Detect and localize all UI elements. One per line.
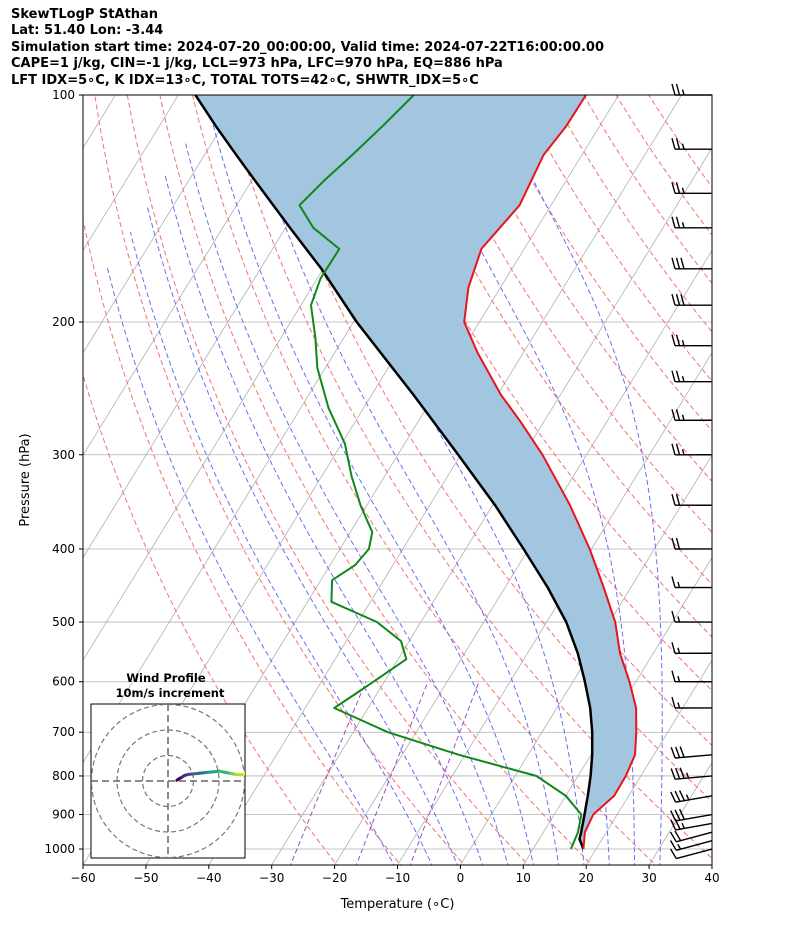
y-tick-label: 400 bbox=[52, 542, 75, 556]
x-tick-label: 30 bbox=[641, 871, 656, 885]
time-line: Simulation start time: 2024-07-20_00:00:… bbox=[11, 39, 604, 55]
wind-barb bbox=[670, 790, 713, 803]
dry-adiabat bbox=[126, 95, 529, 865]
y-tick-label: 1000 bbox=[44, 842, 75, 856]
cape-shading bbox=[195, 95, 637, 849]
isotherm bbox=[711, 864, 712, 865]
wind-barb bbox=[671, 409, 713, 421]
x-tick-label: −40 bbox=[196, 871, 221, 885]
y-tick-label: 300 bbox=[52, 448, 75, 462]
moist-adiabat bbox=[208, 107, 534, 865]
wind-barb bbox=[671, 642, 713, 654]
inset-subtitle: 10m/s increment bbox=[116, 686, 225, 700]
wind-barb bbox=[671, 696, 713, 709]
x-tick-label: −50 bbox=[133, 871, 158, 885]
dry-adiabat bbox=[387, 95, 712, 585]
dry-adiabat bbox=[289, 95, 712, 747]
x-tick-label: 0 bbox=[457, 871, 465, 885]
y-tick-label: 100 bbox=[52, 88, 75, 102]
indices-line-2: LFT IDX=5∘C, K IDX=13∘C, TOTAL TOTS=42∘C… bbox=[11, 72, 479, 88]
hodograph-ring bbox=[91, 704, 245, 858]
x-axis-label: Temperature (∘C) bbox=[340, 897, 455, 912]
hodograph-segment bbox=[243, 772, 245, 776]
x-tick-label: −10 bbox=[385, 871, 410, 885]
dry-adiabat bbox=[485, 95, 712, 432]
dewpoint-line bbox=[298, 95, 583, 850]
wind-barb bbox=[670, 746, 713, 759]
dry-adiabat bbox=[94, 95, 466, 865]
chart-title: SkewTLogP StAthan bbox=[11, 7, 159, 22]
wind-barb bbox=[671, 537, 713, 550]
dry-adiabat bbox=[192, 95, 657, 865]
y-tick-label: 700 bbox=[52, 725, 75, 739]
dry-adiabat bbox=[83, 217, 402, 865]
y-tick-label: 500 bbox=[52, 615, 75, 629]
location-line: Lat: 51.40 Lon: -3.44 bbox=[11, 23, 164, 39]
x-tick-label: −30 bbox=[259, 871, 284, 885]
wind-barb bbox=[670, 818, 713, 831]
mixing-ratio-line bbox=[290, 681, 367, 865]
wind-barb bbox=[671, 257, 713, 270]
dry-adiabat bbox=[420, 95, 712, 534]
inset-title: Wind Profile bbox=[126, 671, 206, 685]
isotherm bbox=[208, 95, 683, 865]
wind-barb bbox=[671, 138, 713, 150]
mixing-ratio-line bbox=[409, 681, 480, 865]
moist-adiabat bbox=[164, 175, 484, 865]
moist-adiabat bbox=[146, 205, 458, 865]
wind-barb bbox=[669, 840, 713, 851]
wind-barb bbox=[671, 443, 713, 456]
y-tick-label: 600 bbox=[52, 675, 75, 689]
chart-header: SkewTLogP StAthan Lat: 51.40 Lon: -3.44 … bbox=[11, 7, 604, 89]
moist-adiabat bbox=[106, 264, 395, 865]
wind-barb bbox=[671, 83, 712, 96]
wind-barb bbox=[671, 610, 713, 623]
temperature-line bbox=[463, 95, 638, 850]
dry-adiabat bbox=[354, 95, 712, 638]
indices-line-1: CAPE=1 j/kg, CIN=-1 j/kg, LCL=973 hPa, L… bbox=[11, 56, 503, 72]
y-tick-label: 200 bbox=[52, 315, 75, 329]
wind-barb bbox=[671, 182, 713, 195]
y-tick-label: 900 bbox=[52, 808, 75, 822]
x-tick-label: 10 bbox=[516, 871, 531, 885]
isotherm bbox=[83, 95, 179, 252]
wind-barb bbox=[670, 767, 713, 780]
y-tick-label: 800 bbox=[52, 769, 75, 783]
wind-barb bbox=[671, 670, 713, 683]
x-tick-label: −60 bbox=[70, 871, 95, 885]
isotherm bbox=[83, 95, 305, 457]
dry-adiabat bbox=[452, 95, 712, 482]
wind-barb bbox=[671, 334, 713, 347]
dry-adiabat bbox=[159, 95, 593, 865]
x-tick-label: 20 bbox=[579, 871, 594, 885]
wind-barb bbox=[671, 576, 713, 589]
dry-adiabat bbox=[322, 95, 712, 692]
wind-barb bbox=[670, 808, 713, 822]
isotherm bbox=[83, 95, 242, 354]
moist-adiabat bbox=[242, 95, 560, 865]
wind-barb bbox=[669, 830, 713, 843]
wind-barb bbox=[669, 848, 713, 860]
isotherm bbox=[773, 78, 794, 868]
wind-barb bbox=[671, 370, 713, 383]
isotherm bbox=[459, 454, 712, 865]
mixing-ratio-line bbox=[355, 681, 429, 865]
moist-adiabat bbox=[129, 231, 433, 865]
parcel-line bbox=[194, 95, 594, 850]
dry-adiabat bbox=[83, 373, 338, 865]
dry-adiabat bbox=[224, 95, 712, 859]
x-tick-label: 40 bbox=[704, 871, 719, 885]
isotherm bbox=[397, 352, 712, 865]
wind-barb bbox=[671, 294, 713, 306]
isotherm bbox=[334, 249, 712, 865]
wind-barb bbox=[671, 216, 713, 229]
wind-barb bbox=[671, 494, 713, 506]
y-axis-label: Pressure (hPa) bbox=[18, 433, 33, 526]
x-tick-label: −20 bbox=[322, 871, 347, 885]
moist-adiabat bbox=[185, 143, 509, 865]
isotherm bbox=[585, 659, 712, 865]
